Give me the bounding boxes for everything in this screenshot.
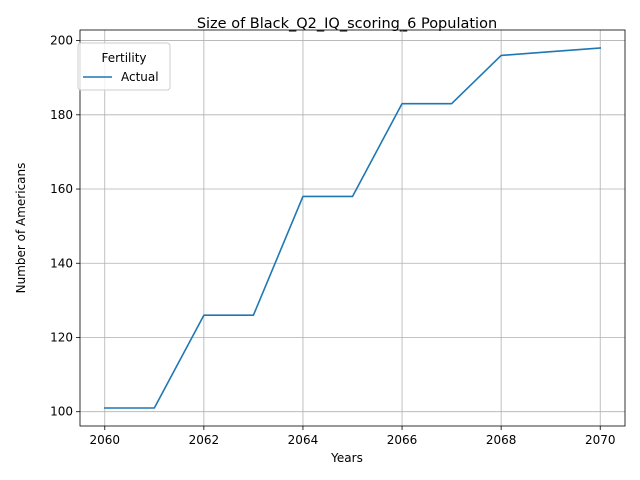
y-tick-label: 120 [50,330,73,344]
x-tick-label: 2064 [288,433,319,447]
legend: Fertility Actual [77,42,171,91]
series-layer [103,47,602,409]
y-tick-label: 100 [50,405,73,419]
x-tick-label: 2066 [387,433,418,447]
x-tick-label: 2070 [585,433,616,447]
x-axis-ticks: 2060 2062 2064 2066 2068 2070 [89,426,616,447]
plot-frame [79,29,626,427]
x-tick-label: 2060 [89,433,120,447]
x-tick-label: 2062 [189,433,220,447]
y-axis-ticks: 100 120 140 160 180 200 [50,34,80,419]
x-tick-label: 2068 [486,433,517,447]
chart-title: Size of Black_Q2_IQ_scoring_6 Population [197,16,497,32]
legend-title: Fertility [101,51,146,65]
y-axis-label: Number of Americans [14,163,28,294]
grid [80,30,625,426]
series-line-actual [103,47,602,409]
y-tick-label: 140 [50,256,73,270]
y-tick-label: 180 [50,108,73,122]
y-tick-label: 160 [50,182,73,196]
x-axis-label: Years [330,451,363,465]
legend-label: Actual [121,70,159,84]
legend-box [77,42,171,91]
y-tick-label: 200 [50,34,73,48]
